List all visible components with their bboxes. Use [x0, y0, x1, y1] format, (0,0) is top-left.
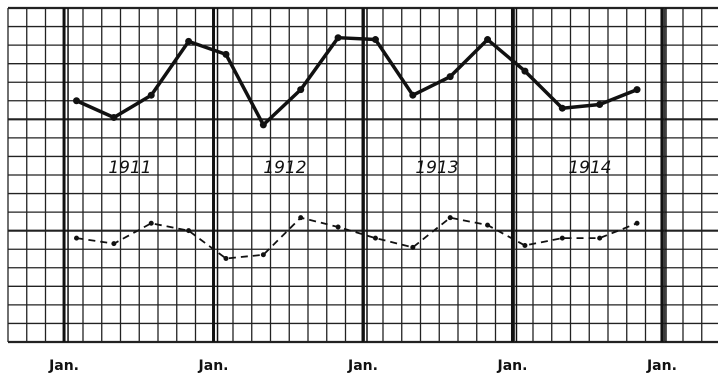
- x-tick-label: Jan.: [646, 358, 677, 374]
- point: [597, 235, 603, 241]
- point: [334, 34, 342, 42]
- point: [521, 67, 529, 75]
- point: [522, 243, 528, 249]
- x-tick-label: Jan.: [198, 358, 229, 374]
- point: [372, 235, 378, 241]
- year-label: 1912: [263, 158, 306, 178]
- point: [74, 235, 80, 241]
- point: [223, 256, 229, 261]
- point: [485, 222, 491, 228]
- point: [371, 36, 379, 44]
- point: [410, 244, 416, 250]
- x-tick-label: Jan.: [347, 358, 378, 374]
- point: [335, 224, 341, 230]
- point: [633, 86, 641, 94]
- year-label: 1913: [415, 158, 458, 178]
- point: [73, 97, 81, 105]
- series-line: [75, 35, 638, 127]
- point: [484, 36, 492, 44]
- point: [634, 220, 640, 226]
- point: [185, 37, 193, 45]
- point: [259, 121, 267, 129]
- series-line: [76, 216, 638, 260]
- point: [186, 228, 192, 234]
- point: [222, 50, 230, 58]
- point: [409, 91, 417, 99]
- point: [596, 100, 604, 108]
- year-label: 1914: [568, 158, 611, 178]
- point: [298, 215, 304, 221]
- point: [147, 91, 155, 99]
- point: [446, 73, 454, 81]
- point: [148, 220, 154, 226]
- x-tick-label: Jan.: [48, 358, 79, 374]
- point: [558, 104, 566, 112]
- point: [559, 235, 565, 241]
- point: [447, 215, 453, 221]
- point: [111, 241, 117, 247]
- point: [260, 252, 266, 258]
- x-tick-label: Jan.: [496, 358, 527, 374]
- point: [110, 113, 118, 121]
- point: [297, 86, 305, 94]
- year-label: 1911: [108, 158, 151, 178]
